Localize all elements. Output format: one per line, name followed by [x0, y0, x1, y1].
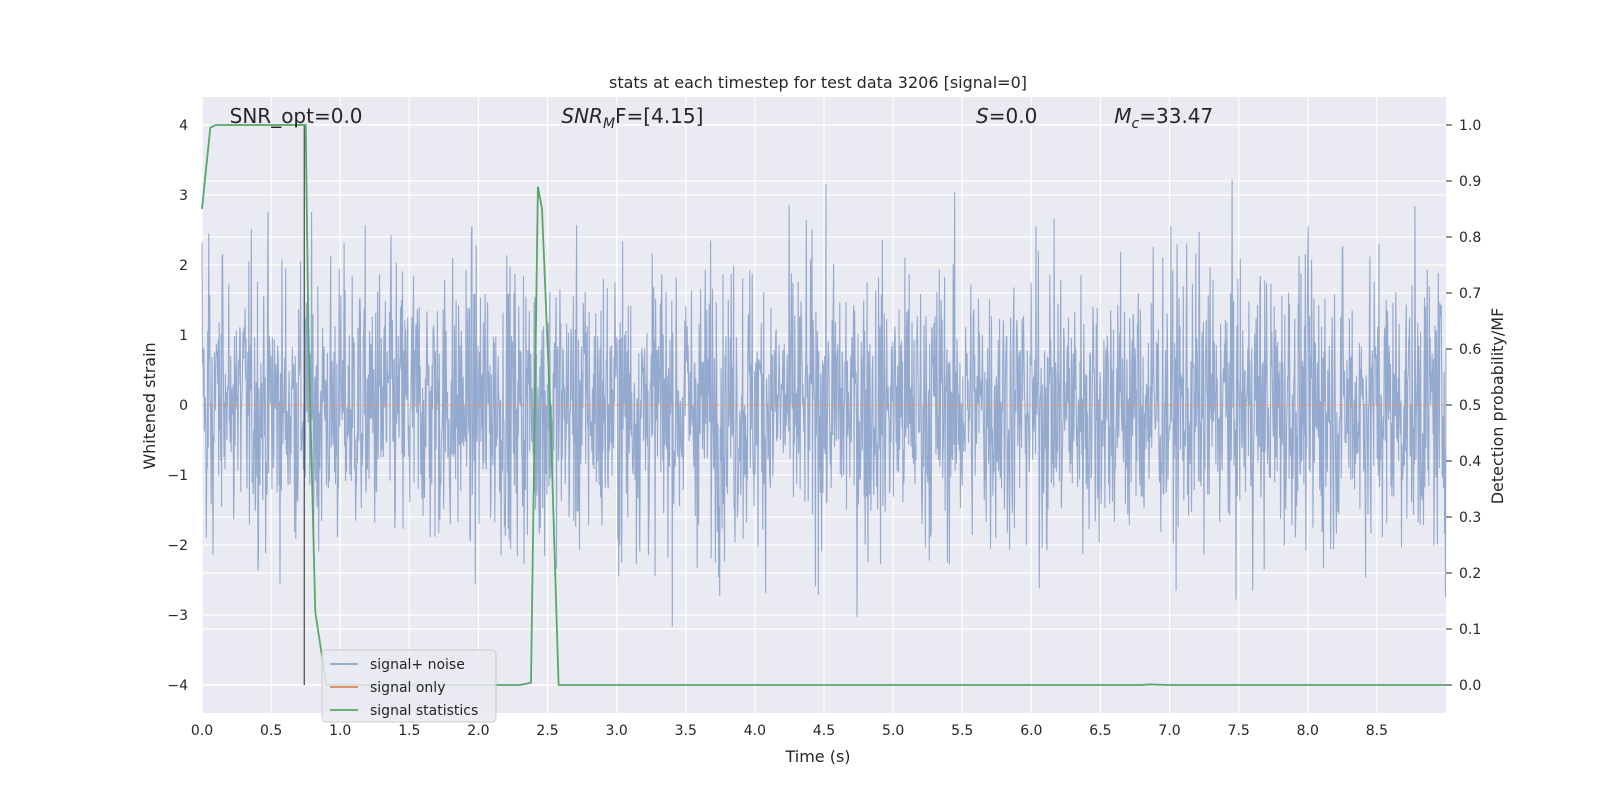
- y-tick-label: −2: [167, 538, 188, 554]
- x-tick-label: 5.5: [951, 723, 973, 739]
- x-tick-label: 4.5: [813, 723, 835, 739]
- x-tick-label: 1.0: [329, 723, 351, 739]
- signal-statistics-line: [201, 124, 1446, 686]
- y2-axis-label: Detection probability/MF: [1488, 308, 1507, 505]
- y-tick-label: −1: [167, 468, 188, 484]
- y2-tick-label: 0.6: [1459, 342, 1481, 358]
- x-tick-label: 7.5: [1228, 723, 1250, 739]
- y2-tick-label: 0.1: [1459, 622, 1481, 638]
- series-lines: [201, 124, 1446, 686]
- y2-tick-label: 0.8: [1459, 230, 1481, 246]
- y2-tick-label: 0.5: [1459, 398, 1481, 414]
- y2-tick-label: 0.9: [1459, 174, 1481, 190]
- x-tick-label: 0.0: [191, 723, 213, 739]
- x-tick-label: 4.0: [744, 723, 766, 739]
- y2-tick-label: 0.0: [1459, 678, 1481, 694]
- y-tick-label: 4: [179, 118, 188, 134]
- legend-label: signal only: [370, 680, 445, 696]
- y2-tick-label: 0.4: [1459, 454, 1481, 470]
- y2-tick-label: 0.7: [1459, 286, 1481, 302]
- x-tick-label: 3.5: [675, 723, 697, 739]
- x-tick-label: 0.5: [260, 723, 282, 739]
- y-tick-label: 1: [179, 328, 188, 344]
- y2-tick-label: 1.0: [1459, 118, 1481, 134]
- x-tick-label: 8.0: [1297, 723, 1319, 739]
- annotation-1: SNRMF=[4.15]: [561, 104, 703, 132]
- x-axis-label: Time (s): [784, 747, 850, 766]
- y2-tick-label: 0.2: [1459, 566, 1481, 582]
- annotation-3: Mc=33.47: [1114, 104, 1213, 132]
- legend-label: signal statistics: [370, 703, 478, 719]
- x-tick-label: 6.5: [1089, 723, 1111, 739]
- annotation-2: S=0.0: [976, 104, 1037, 128]
- legend-box: [321, 649, 497, 723]
- legend-label: signal+ noise: [370, 657, 465, 673]
- y-tick-label: 3: [179, 188, 188, 204]
- x-tick-label: 5.0: [882, 723, 904, 739]
- x-tick-label: 7.0: [1158, 723, 1180, 739]
- legend: signal+ noise signal only signal statistic…: [321, 649, 497, 723]
- y-tick-label: −3: [167, 608, 188, 624]
- annotations: SNR_opt=0.0 SNRMF=[4.15] S=0.0 Mc=33.47: [230, 104, 1214, 132]
- series-signal-noise: [201, 179, 1447, 627]
- x-tick-label: 2.5: [536, 723, 558, 739]
- y-tick-label: −4: [167, 678, 188, 694]
- x-tick-label: 3.0: [606, 723, 628, 739]
- x-tick-label: 2.0: [467, 723, 489, 739]
- y-axis-label: Whitened strain: [140, 342, 159, 469]
- y-tick-label: 2: [179, 258, 188, 274]
- chart-title: stats at each timestep for test data 320…: [609, 73, 1027, 92]
- x-tick-label: 6.0: [1020, 723, 1042, 739]
- annotation-0: SNR_opt=0.0: [230, 104, 363, 128]
- y2-ticks: 0.0 0.1 0.2 0.3 0.4 0.5 0.6 0.7 0.8 0.9 1.0: [1446, 118, 1481, 694]
- y-tick-label: 0: [179, 398, 188, 414]
- y2-tick-label: 0.3: [1459, 510, 1481, 526]
- x-ticks: 0.0 0.5 1.0 1.5 2.0 2.5 3.0 3.5 4.0 4.5 5.0 5.5 6.0 6…: [191, 723, 1388, 739]
- x-tick-label: 1.5: [398, 723, 420, 739]
- signal-noise-line: [201, 179, 1447, 627]
- x-tick-label: 8.5: [1366, 723, 1388, 739]
- y-ticks: −4 −3 −2 −1 0 1 2 3 4: [167, 118, 188, 694]
